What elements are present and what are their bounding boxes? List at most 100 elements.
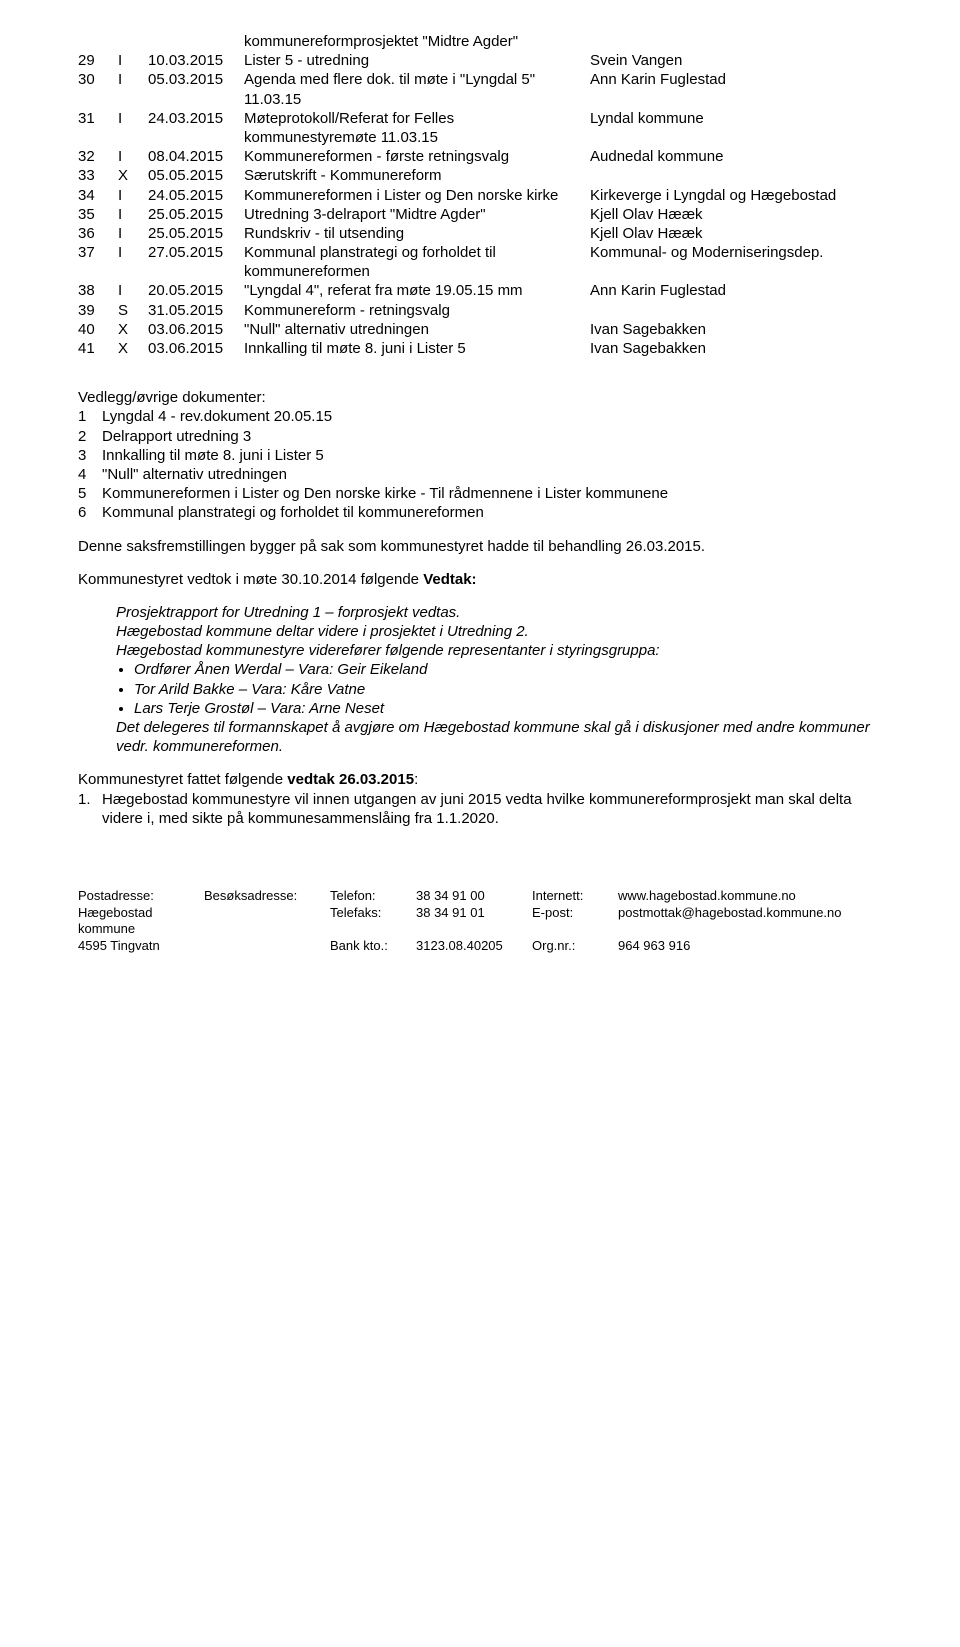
row-subject: "Null" alternativ utredningen — [244, 320, 590, 339]
row-num: 34 — [78, 186, 118, 205]
based-on-paragraph: Denne saksfremstillingen bygger på sak s… — [78, 537, 882, 556]
attachment-item: 1Lyngdal 4 - rev.dokument 20.05.15 — [78, 407, 882, 426]
row-party: Ann Karin Fuglestad — [590, 281, 882, 300]
row-type: S — [118, 301, 148, 320]
row-party: Kirkeverge i Lyngdal og Hægebostad — [590, 186, 882, 205]
attachment-num: 6 — [78, 503, 102, 522]
table-row: 30I05.03.2015Agenda med flere dok. til m… — [78, 70, 882, 108]
row-date: 24.05.2015 — [148, 186, 244, 205]
vedtak2-item-text: Hægebostad kommunestyre vil innen utgang… — [102, 790, 882, 828]
row-type: I — [118, 205, 148, 224]
attachment-item: 6Kommunal planstrategi og forholdet til … — [78, 503, 882, 522]
attachment-text: "Null" alternativ utredningen — [102, 465, 882, 484]
table-row: 41X03.06.2015Innkalling til møte 8. juni… — [78, 339, 882, 358]
row-num: 37 — [78, 243, 118, 281]
decision-bullet: Tor Arild Bakke – Vara: Kåre Vatne — [134, 680, 872, 699]
row-type: I — [118, 186, 148, 205]
row-date: 31.05.2015 — [148, 301, 244, 320]
table-row: 36I25.05.2015Rundskriv - til utsendingKj… — [78, 224, 882, 243]
table-row: 35I25.05.2015Utredning 3-delraport "Midt… — [78, 205, 882, 224]
row-party: Lyndal kommune — [590, 109, 882, 147]
row-subject: Innkalling til møte 8. juni i Lister 5 — [244, 339, 590, 358]
row-num — [78, 32, 118, 51]
document-table: kommunereformprosjektet "Midtre Agder"29… — [78, 32, 882, 358]
footer-internett-value: www.hagebostad.kommune.no — [618, 888, 882, 905]
footer-bank-value: 3123.08.40205 — [416, 938, 532, 955]
row-subject: Møteprotokoll/Referat for Felles kommune… — [244, 109, 590, 147]
row-party — [590, 166, 882, 185]
vedtak2-bold: vedtak 26.03.2015 — [287, 771, 414, 788]
table-row: 34I24.05.2015Kommunereformen i Lister og… — [78, 186, 882, 205]
row-num: 38 — [78, 281, 118, 300]
meeting-decision-vedtak: Vedtak: — [423, 571, 476, 588]
row-date: 05.03.2015 — [148, 70, 244, 108]
attachment-item: 3Innkalling til møte 8. juni i Lister 5 — [78, 446, 882, 465]
attachment-text: Kommunereformen i Lister og Den norske k… — [102, 484, 882, 503]
table-row: 33X05.05.2015Særutskrift - Kommunereform — [78, 166, 882, 185]
attachment-item: 2Delrapport utredning 3 — [78, 427, 882, 446]
vedtak2-line: Kommunestyret fattet følgende vedtak 26.… — [78, 770, 882, 789]
vedtak2-item-num: 1. — [78, 790, 102, 828]
table-row: 38I20.05.2015"Lyngdal 4", referat fra mø… — [78, 281, 882, 300]
row-subject: Kommunereform - retningsvalg — [244, 301, 590, 320]
decision-bullets: Ordfører Ånen Werdal – Vara: Geir Eikela… — [116, 660, 872, 718]
row-party: Ivan Sagebakken — [590, 320, 882, 339]
row-date: 25.05.2015 — [148, 224, 244, 243]
row-type: I — [118, 243, 148, 281]
decision-p1: Prosjektrapport for Utredning 1 – forpro… — [116, 603, 872, 622]
decision-block: Prosjektrapport for Utredning 1 – forpro… — [78, 603, 882, 757]
row-party — [590, 32, 882, 51]
row-subject: Agenda med flere dok. til møte i "Lyngda… — [244, 70, 590, 108]
row-subject: Kommunereformen - første retningsvalg — [244, 147, 590, 166]
row-date: 27.05.2015 — [148, 243, 244, 281]
row-subject: "Lyngdal 4", referat fra møte 19.05.15 m… — [244, 281, 590, 300]
attachment-num: 3 — [78, 446, 102, 465]
attachment-num: 4 — [78, 465, 102, 484]
footer-telefon-label: Telefon: — [330, 888, 416, 905]
row-num: 29 — [78, 51, 118, 70]
row-num: 31 — [78, 109, 118, 147]
row-type — [118, 32, 148, 51]
vedtak2-suffix: : — [414, 771, 418, 788]
row-party: Audnedal kommune — [590, 147, 882, 166]
row-party: Ann Karin Fuglestad — [590, 70, 882, 108]
footer-epost-value: postmottak@hagebostad.kommune.no — [618, 905, 882, 938]
table-row: 29I10.03.2015Lister 5 - utredningSvein V… — [78, 51, 882, 70]
row-num: 40 — [78, 320, 118, 339]
footer-telefaks-value: 38 34 91 01 — [416, 905, 532, 938]
attachment-num: 1 — [78, 407, 102, 426]
row-subject: Utredning 3-delraport "Midtre Agder" — [244, 205, 590, 224]
row-party: Svein Vangen — [590, 51, 882, 70]
row-subject: Lister 5 - utredning — [244, 51, 590, 70]
footer-epost-label: E-post: — [532, 905, 618, 938]
row-party — [590, 301, 882, 320]
row-subject: kommunereformprosjektet "Midtre Agder" — [244, 32, 590, 51]
row-type: I — [118, 51, 148, 70]
row-type: I — [118, 109, 148, 147]
row-party: Kommunal- og Moderniseringsdep. — [590, 243, 882, 281]
row-subject: Kommunal planstrategi og forholdet til k… — [244, 243, 590, 281]
row-num: 36 — [78, 224, 118, 243]
attachment-num: 5 — [78, 484, 102, 503]
row-date: 03.06.2015 — [148, 320, 244, 339]
footer-orgnr-value: 964 963 916 — [618, 938, 882, 955]
row-type: I — [118, 281, 148, 300]
footer-postadresse-line2: 4595 Tingvatn — [78, 938, 204, 955]
footer-postadresse-line1: Hægebostad kommune — [78, 905, 204, 938]
decision-bullet: Lars Terje Grostøl – Vara: Arne Neset — [134, 699, 872, 718]
vedtak2-prefix: Kommunestyret fattet følgende — [78, 771, 287, 788]
footer-postadresse-label: Postadresse: — [78, 888, 204, 905]
attachment-text: Lyngdal 4 - rev.dokument 20.05.15 — [102, 407, 882, 426]
attachment-text: Delrapport utredning 3 — [102, 427, 882, 446]
row-num: 32 — [78, 147, 118, 166]
row-type: X — [118, 320, 148, 339]
table-row: 40X03.06.2015"Null" alternativ utredning… — [78, 320, 882, 339]
attachments-section: Vedlegg/øvrige dokumenter: 1Lyngdal 4 - … — [78, 388, 882, 522]
footer-orgnr-label: Org.nr.: — [532, 938, 618, 955]
row-party: Kjell Olav Hææk — [590, 205, 882, 224]
row-date: 20.05.2015 — [148, 281, 244, 300]
table-row: 39S31.05.2015Kommunereform - retningsval… — [78, 301, 882, 320]
footer-besoksadresse-label: Besøksadresse: — [204, 888, 330, 905]
attachment-item: 4"Null" alternativ utredningen — [78, 465, 882, 484]
page-footer: Postadresse: Besøksadresse: Telefon: 38 … — [78, 888, 882, 955]
